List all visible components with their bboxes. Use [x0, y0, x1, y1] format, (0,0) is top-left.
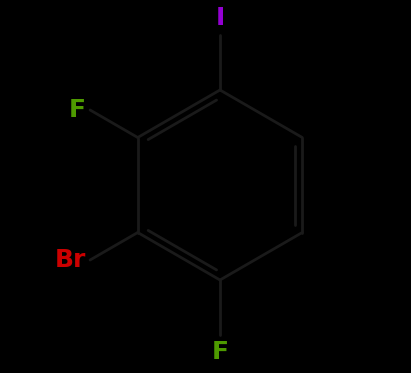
- Text: F: F: [212, 340, 229, 364]
- Text: F: F: [69, 98, 86, 122]
- Text: I: I: [215, 6, 225, 30]
- Text: Br: Br: [54, 248, 86, 272]
